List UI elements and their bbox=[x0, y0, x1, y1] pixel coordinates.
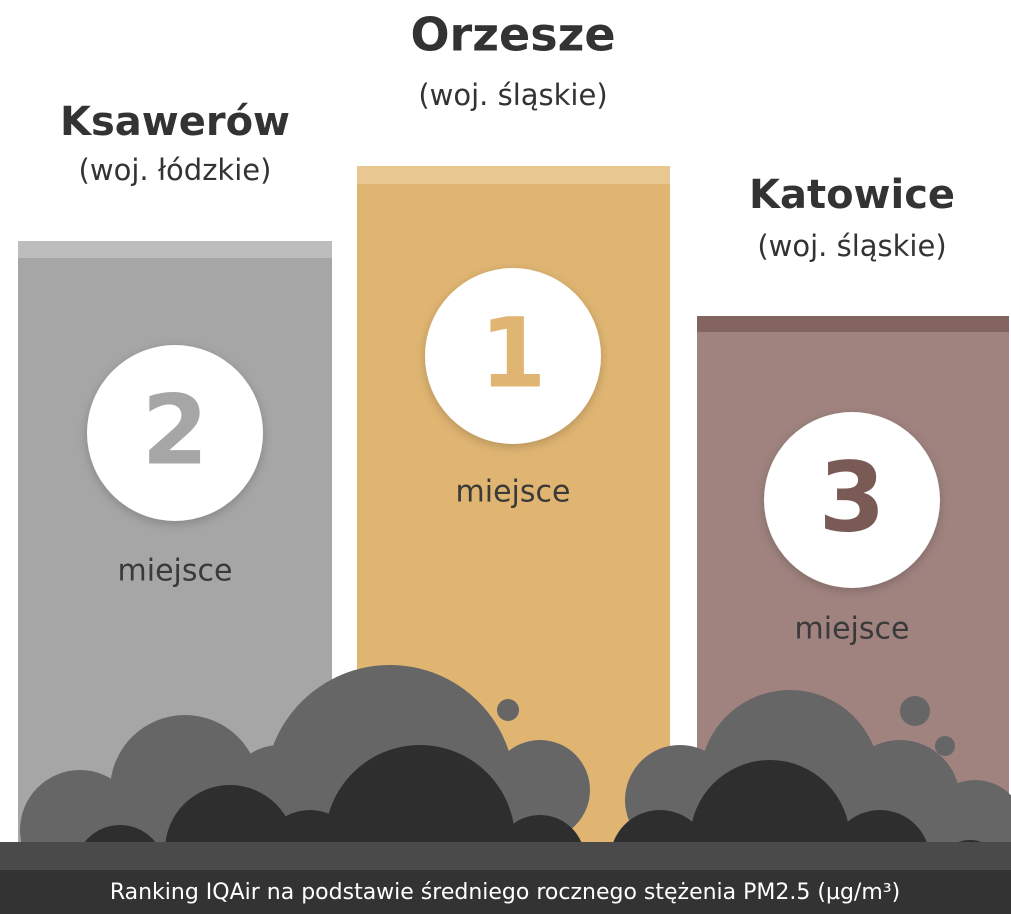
city: Orzesze bbox=[410, 8, 615, 62]
city: Ksawerów bbox=[60, 99, 290, 145]
page: {"podium": [ {"city": "Ksawerów", "regio… bbox=[0, 0, 1011, 914]
place-label: miejsce bbox=[795, 612, 910, 647]
infographic: 2 miejsce Ksawerów (woj. łódzkie) 1 miej… bbox=[0, 0, 1011, 914]
place-label: miejsce bbox=[118, 554, 233, 589]
rank: 2 bbox=[142, 374, 209, 486]
footer-text: Ranking IQAir na podstawie średniego roc… bbox=[110, 880, 900, 905]
city: Katowice bbox=[749, 172, 955, 218]
place-label: miejsce bbox=[456, 475, 571, 510]
region: (woj. śląskie) bbox=[757, 229, 946, 263]
column-cap bbox=[357, 166, 670, 184]
region: (woj. śląskie) bbox=[418, 78, 607, 112]
rank: 1 bbox=[480, 297, 547, 409]
column-cap bbox=[697, 316, 1009, 332]
rank: 3 bbox=[819, 441, 886, 553]
column-cap bbox=[18, 241, 332, 258]
region: (woj. łódzkie) bbox=[79, 153, 272, 187]
